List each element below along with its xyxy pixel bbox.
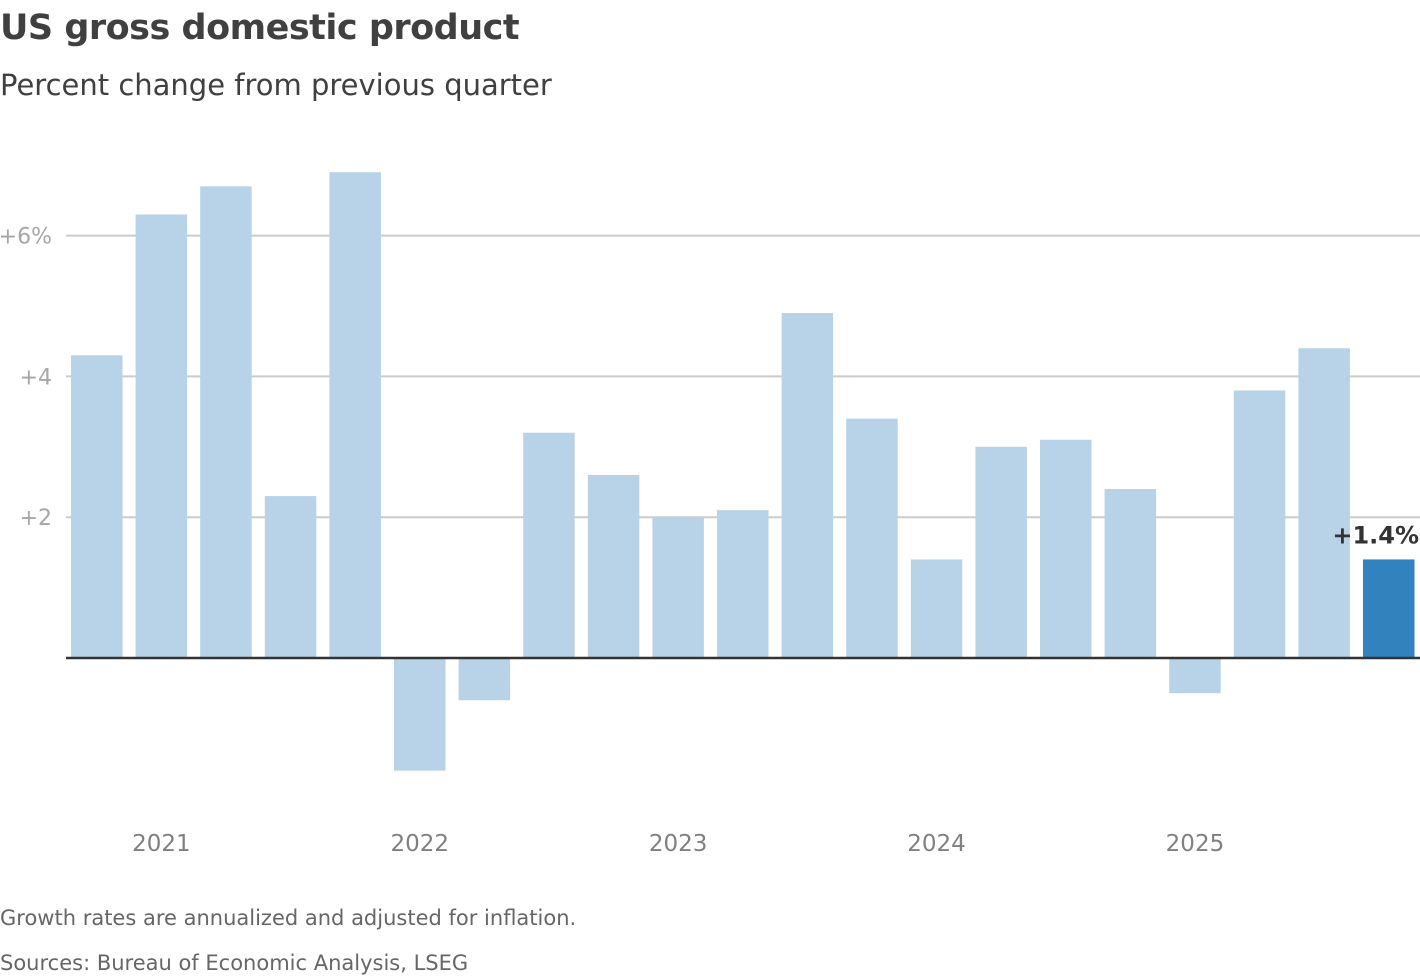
x-tick-label: 2025 bbox=[1166, 831, 1225, 857]
x-tick-label: 2022 bbox=[390, 831, 449, 857]
bar-2025-q1 bbox=[1169, 658, 1221, 694]
bar-2025-q4 bbox=[1363, 559, 1415, 658]
y-tick-label: +2 bbox=[20, 506, 52, 531]
bar-2021-q2 bbox=[200, 186, 252, 658]
bar-2022-q1 bbox=[394, 658, 446, 771]
bar-2025-q2 bbox=[1233, 390, 1286, 658]
bar-2023-q1 bbox=[652, 517, 704, 658]
chart-title: US gross domestic product bbox=[0, 8, 520, 48]
x-tick-label: 2024 bbox=[907, 831, 966, 857]
bar-2022-q4 bbox=[587, 474, 640, 658]
bar-2021-q3 bbox=[264, 496, 317, 658]
bar-2023-q2 bbox=[717, 510, 769, 658]
sources: Sources: Bureau of Economic Analysis, LS… bbox=[0, 951, 469, 975]
y-tick-label: +4 bbox=[20, 365, 52, 390]
bar-2022-q3 bbox=[523, 432, 575, 658]
bar-2022-q2 bbox=[458, 658, 511, 701]
chart-subtitle: Percent change from previous quarter bbox=[0, 68, 552, 102]
bar-2023-q4 bbox=[846, 418, 898, 658]
bar-2024-q4 bbox=[1104, 489, 1157, 658]
bar-2020-q4 bbox=[71, 355, 123, 658]
bar-2021-q4 bbox=[329, 172, 381, 659]
data-label: +1.4% bbox=[1332, 521, 1419, 549]
bar-2024-q2 bbox=[975, 446, 1027, 658]
bar-2021-q1 bbox=[135, 214, 188, 659]
x-tick-label: 2021 bbox=[132, 831, 191, 857]
x-tick-label: 2023 bbox=[649, 831, 708, 857]
bar-2024-q3 bbox=[1040, 439, 1092, 658]
bar-2025-q3 bbox=[1298, 348, 1350, 658]
bar-2024-q1 bbox=[910, 559, 963, 658]
bar-2023-q3 bbox=[781, 313, 834, 658]
y-tick-label: +6% bbox=[0, 225, 52, 250]
footnote: Growth rates are annualized and adjusted… bbox=[0, 906, 577, 930]
